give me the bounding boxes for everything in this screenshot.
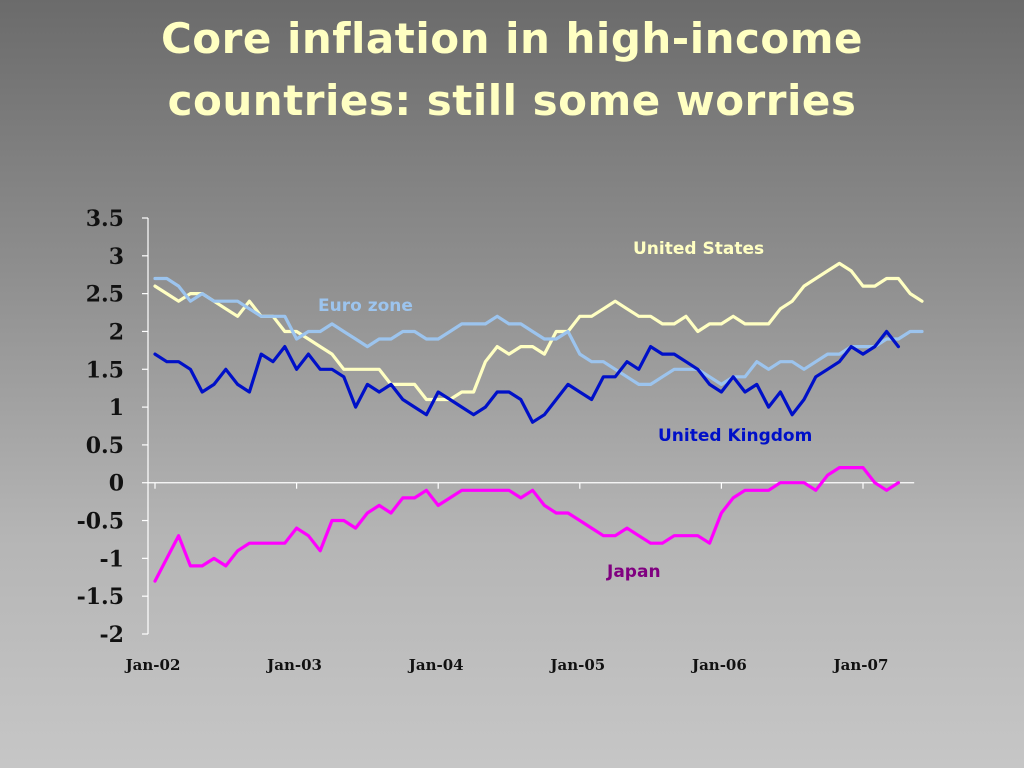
y-tick-label: -2 (100, 622, 124, 648)
series-line-united-states (153, 261, 924, 402)
y-tick-label: 0 (109, 471, 124, 497)
y-tick-label: 2.5 (86, 282, 124, 308)
x-tick-label: Jan-05 (548, 656, 605, 674)
y-axis-ticks: 3.5 3 2.5 2 1.5 1 0.5 0 -0.5 -1 -1.5 -2 (77, 206, 148, 648)
x-tick-label: Jan-06 (690, 656, 747, 674)
y-tick-label: -0.5 (77, 509, 124, 535)
x-tick-label: Jan-07 (832, 656, 889, 674)
series-lines (153, 261, 924, 583)
label-united-states: United States (633, 239, 764, 259)
series-line-united-kingdom (153, 329, 901, 424)
label-united-kingdom: United Kingdom (658, 426, 812, 446)
y-tick-label: -1.5 (77, 584, 124, 610)
x-axis-ticks: Jan-02 Jan-03 Jan-04 Jan-05 Jan-06 Jan-07 (124, 482, 889, 674)
series-labels: United States Euro zone United Kingdom J… (318, 239, 812, 582)
title-line-1: Core inflation in high-income (160, 14, 864, 63)
label-japan: Japan (606, 562, 661, 582)
y-tick-label: 2 (109, 319, 124, 345)
y-tick-label: 1 (109, 395, 124, 421)
y-tick-label: 3.5 (86, 206, 124, 232)
x-tick-label: Jan-03 (265, 656, 322, 674)
title-line-2: countries: still some worries (167, 76, 857, 125)
y-tick-label: 1.5 (86, 357, 124, 383)
x-tick-label: Jan-04 (407, 656, 464, 674)
page-title: Core inflation in high-income countries:… (0, 8, 1024, 132)
series-line-japan (153, 466, 901, 583)
series-line-euro-zone (153, 276, 924, 386)
y-tick-label: 0.5 (86, 433, 124, 459)
y-tick-label: -1 (100, 546, 124, 572)
y-tick-label: 3 (109, 244, 124, 270)
label-euro-zone: Euro zone (318, 296, 413, 316)
x-tick-label: Jan-02 (124, 656, 181, 674)
